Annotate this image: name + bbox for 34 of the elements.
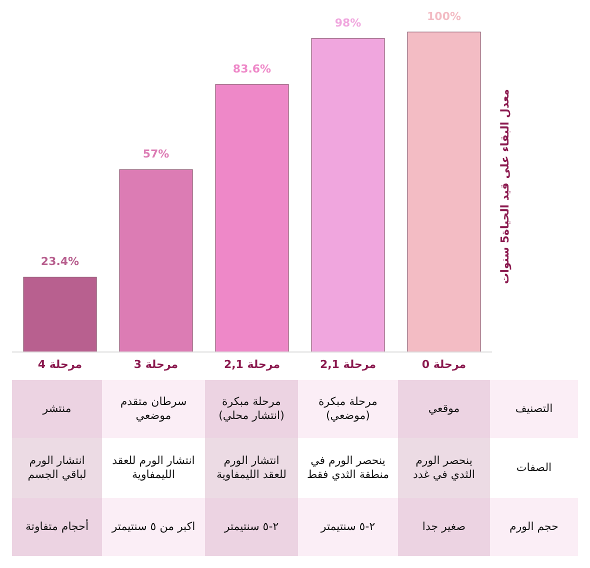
text: مرحلة مبكرة (انتشار محلي): [205, 380, 298, 438]
text: اكبر من ٥ سنتيمتر: [102, 498, 205, 556]
text: انتشار الورم لباقي الجسم: [12, 438, 102, 498]
text: ٢-٥ سنتيمتر: [298, 498, 398, 556]
data-label: 98%: [334, 16, 362, 30]
bar: [119, 169, 193, 352]
text: ينحصر الورم في منطقة الثدي فقط: [298, 438, 398, 498]
text: الصفات: [490, 438, 578, 498]
bar: [215, 84, 289, 352]
text: أحجام متفاوتة: [12, 498, 102, 556]
data-label: 100%: [427, 10, 462, 23]
x-tick-label: مرحلة 4: [38, 358, 82, 371]
text: ينحصر الورم الثدي في غدد: [398, 438, 490, 498]
bar: [311, 38, 385, 352]
data-label: 23.4%: [40, 255, 80, 268]
data-label: 83.6%: [232, 62, 272, 76]
text: منتشر: [12, 380, 102, 438]
x-tick-label: مرحلة 0: [422, 358, 466, 371]
text: انتشار الورم للعقد الليمفاوية: [205, 438, 298, 498]
text: موقعي: [398, 380, 490, 438]
data-label: 57%: [142, 148, 170, 161]
x-tick-label: مرحلة 2,1: [224, 358, 280, 371]
x-tick-label: مرحلة 2,1: [320, 358, 376, 371]
text: انتشار الورم للعقد الليمفاوية: [102, 438, 205, 498]
text: صغير جدا: [398, 498, 490, 556]
text: التصنيف: [490, 380, 578, 438]
text: مرحلة مبكرة (موضعي): [298, 380, 398, 438]
y-axis-title: معدل البقاء على قيد الحياة5 سنوات: [498, 88, 512, 286]
text: حجم الورم: [490, 498, 578, 556]
x-tick-label: مرحلة 3: [134, 358, 178, 371]
bar: [23, 276, 97, 352]
text: ٢-٥ سنتيمتر: [205, 498, 298, 556]
text: سرطان متقدم موضعي: [102, 380, 205, 438]
bar: [407, 32, 481, 352]
